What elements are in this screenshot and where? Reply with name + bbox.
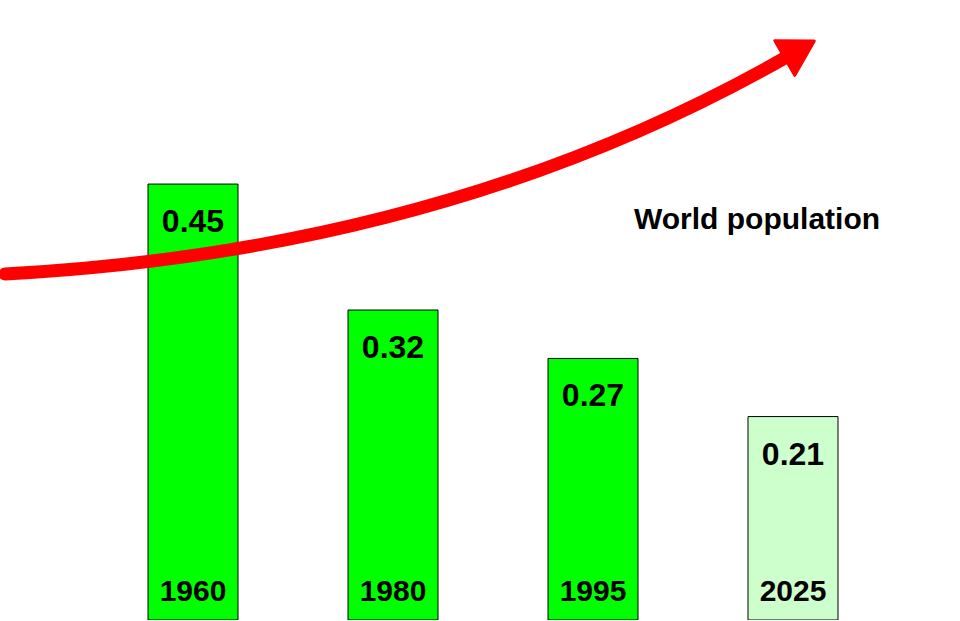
- svg-text:1960: 1960: [160, 574, 227, 607]
- svg-text:0.32: 0.32: [362, 329, 424, 365]
- svg-text:1980: 1980: [360, 574, 427, 607]
- svg-text:1995: 1995: [560, 574, 627, 607]
- svg-text:0.45: 0.45: [162, 203, 224, 239]
- svg-text:0.21: 0.21: [762, 436, 824, 472]
- svg-text:2025: 2025: [760, 574, 827, 607]
- svg-text:0.27: 0.27: [562, 377, 624, 413]
- svg-text:World population: World population: [634, 202, 880, 235]
